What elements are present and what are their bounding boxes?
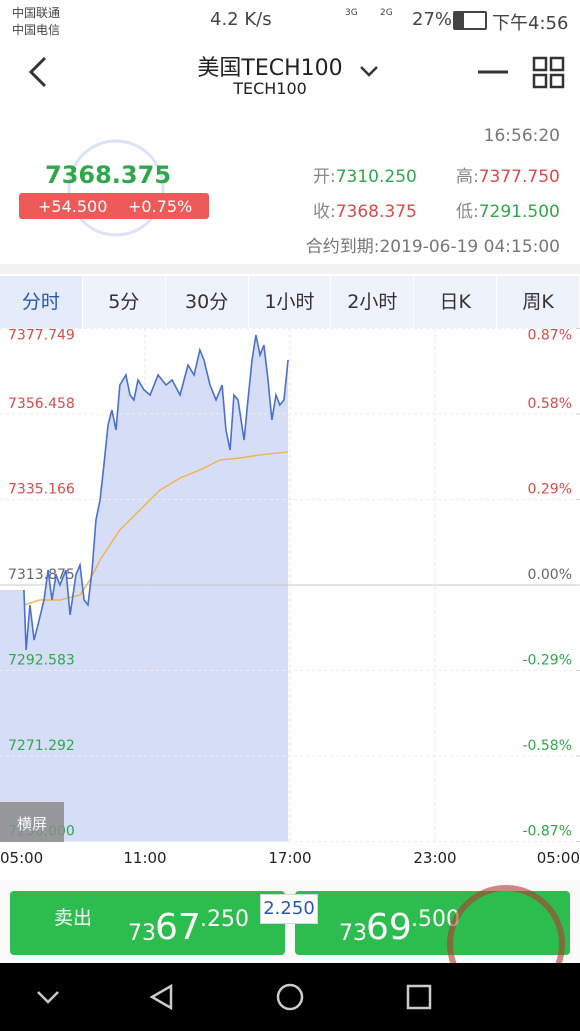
battery-fill xyxy=(455,13,464,28)
tab[interactable]: 日K xyxy=(414,276,498,328)
label: 收: xyxy=(313,202,336,222)
label: 低: xyxy=(456,202,479,222)
price-line xyxy=(23,451,289,606)
y2-tick-label: -0.87% xyxy=(522,824,572,840)
buy-button[interactable]: 73 69 .500 xyxy=(295,891,570,955)
nav-recent[interactable] xyxy=(406,984,432,1010)
chart: 05:00 11:00 17:00 23:00 05:00 7377.749 7356.45… xyxy=(0,328,580,867)
battery-icon xyxy=(453,11,487,30)
x-tick-label: 11:00 xyxy=(123,849,166,867)
nav-home[interactable] xyxy=(276,983,304,1011)
menu-button[interactable] xyxy=(532,56,565,89)
quote-time: 16:56:20 xyxy=(483,126,560,146)
open: 开:7310.250 xyxy=(313,162,417,187)
change-pill xyxy=(19,193,209,219)
value: 7368.375 xyxy=(335,202,417,222)
value: 7310.250 xyxy=(335,167,417,187)
header-icons xyxy=(28,56,565,89)
value: 7291.500 xyxy=(478,202,560,222)
change: +54.500 xyxy=(38,197,108,216)
back-button[interactable] xyxy=(28,56,47,88)
tab[interactable]: 5分 xyxy=(82,276,166,328)
y2-tick-label: 0.58% xyxy=(528,396,572,412)
tab[interactable]: 30分 xyxy=(165,276,249,328)
x-tick-label: 23:00 xyxy=(413,849,456,867)
last-price: 7368.375 xyxy=(45,161,172,189)
nav-back[interactable] xyxy=(149,983,173,1011)
tab[interactable]: 2小时 xyxy=(331,276,415,328)
divider xyxy=(0,264,580,274)
y2-tick-label: -0.58% xyxy=(522,738,572,754)
signal-type: 3G xyxy=(345,8,358,18)
spread: 2.250 xyxy=(260,894,318,924)
price-ring xyxy=(67,139,165,237)
price-mid: 67 xyxy=(155,907,201,948)
title: 美国TECH100 xyxy=(197,56,343,81)
price-mid: 69 xyxy=(366,907,412,948)
nav-bar xyxy=(0,963,580,1031)
label: 高: xyxy=(456,167,479,187)
x-tick-label: 05:00 xyxy=(0,849,43,867)
price-big: 73 xyxy=(339,921,367,946)
price-line xyxy=(23,334,289,651)
y-tick-label: 7335.166 xyxy=(8,482,75,498)
y2-tick-label: -0.29% xyxy=(522,653,572,669)
value: 2019-06-19 04:15:00 xyxy=(379,237,560,257)
y-tick-label: 7271.292 xyxy=(8,738,75,754)
nav-hide[interactable] xyxy=(37,991,59,1004)
signal-type: 2G xyxy=(380,8,393,18)
high: 高:7377.750 xyxy=(456,162,560,187)
tab[interactable]: 1小时 xyxy=(248,276,332,328)
clock: 下午4:56 xyxy=(492,13,569,34)
x-tick-label: 05:00 xyxy=(537,849,580,867)
y2-tick-label: 0.87% xyxy=(528,328,572,344)
label: 合约到期: xyxy=(305,237,380,257)
y2-tick-label: 0.00% xyxy=(528,567,572,583)
value: 7377.750 xyxy=(478,167,560,187)
net-speed: 4.2 K/s xyxy=(210,9,272,30)
sell-button[interactable]: 卖出 73 67 .250 xyxy=(10,891,285,955)
subtitle: TECH100 xyxy=(233,79,307,98)
landscape-button[interactable]: 横屏 xyxy=(0,802,64,842)
y-tick-label: 7377.749 xyxy=(8,328,75,344)
tab[interactable]: 周K xyxy=(497,276,580,328)
price-small: .250 xyxy=(200,907,249,932)
close: 收:7368.375 xyxy=(313,197,417,222)
y2-tick-label: 0.29% xyxy=(528,482,572,498)
nav-bg xyxy=(0,963,580,1031)
low: 低:7291.500 xyxy=(456,197,560,222)
y-tick-label: 7292.583 xyxy=(8,653,75,669)
carrier: 中国电信 xyxy=(12,23,61,37)
price-big: 73 xyxy=(128,921,156,946)
battery-level: 27% xyxy=(412,9,453,30)
expiry: 合约到期:2019-06-19 04:15:00 xyxy=(306,232,560,257)
dropdown-button[interactable] xyxy=(360,66,378,77)
sell-label: 卖出 xyxy=(54,907,93,929)
y-tick-label: 7356.458 xyxy=(8,396,75,412)
label: 开: xyxy=(313,167,336,187)
carrier: 中国联通 xyxy=(12,6,61,20)
x-tick-label: 17:00 xyxy=(268,849,311,867)
change-pct: +0.75% xyxy=(128,197,193,216)
tab[interactable]: 分时 xyxy=(0,276,83,328)
ring xyxy=(67,139,165,237)
